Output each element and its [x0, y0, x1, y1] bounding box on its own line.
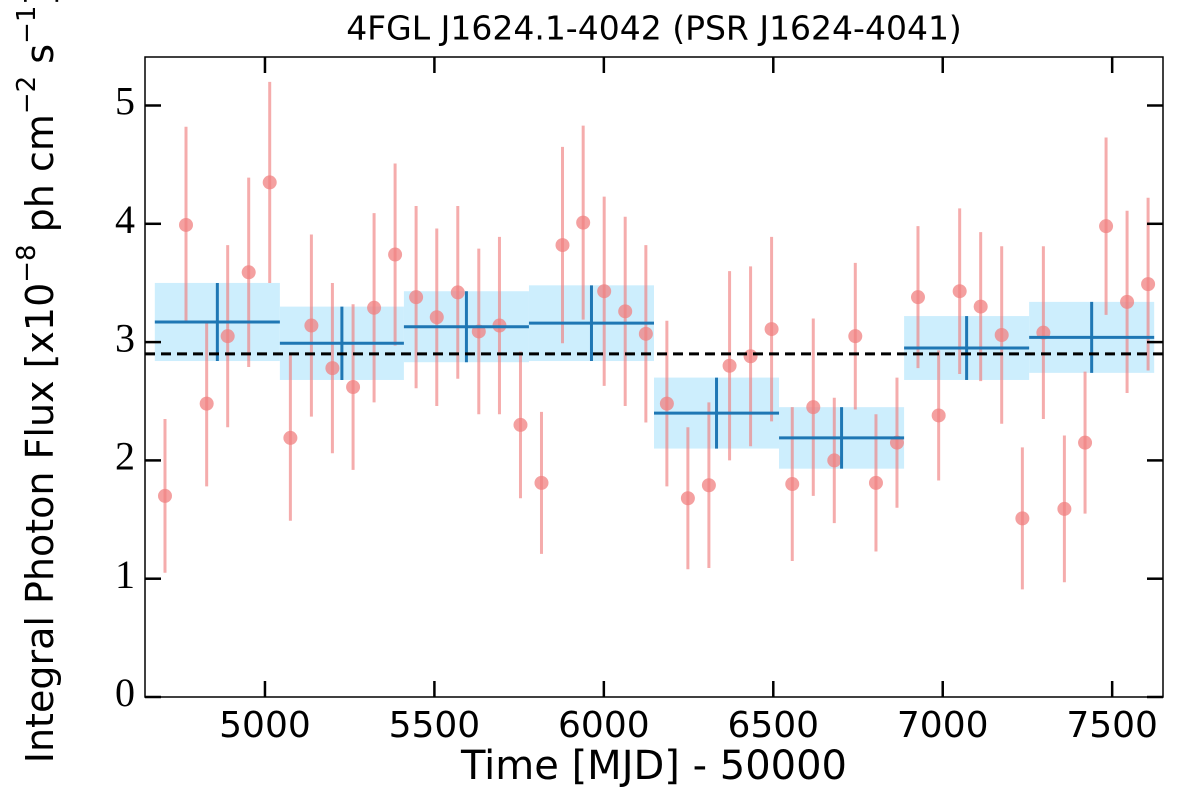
- point: [1141, 277, 1156, 292]
- point: [638, 326, 653, 341]
- y-tick-label: 4: [115, 197, 135, 242]
- point: [701, 478, 716, 493]
- point: [534, 475, 549, 490]
- point: [680, 491, 695, 506]
- y-axis-label-sup: −8: [12, 244, 42, 282]
- point: [199, 396, 214, 411]
- point: [952, 284, 967, 299]
- point: [157, 488, 172, 503]
- point: [910, 290, 925, 305]
- y-axis-label-sup: −1: [12, 6, 42, 44]
- y-tick-label: 1: [115, 552, 135, 597]
- point: [1015, 511, 1030, 526]
- y-axis-label-part: ]: [18, 0, 62, 6]
- point: [722, 358, 737, 373]
- x-tick-label: 7000: [897, 705, 989, 746]
- point: [367, 300, 382, 315]
- point: [325, 361, 340, 376]
- y-tick-label: 0: [115, 670, 135, 715]
- point: [848, 329, 863, 344]
- y-axis-label: Integral Photon Flux [x10−8 ph cm−2 s−1]: [12, 0, 62, 763]
- point: [429, 310, 444, 325]
- x-tick-label: 5500: [389, 705, 481, 746]
- point: [1099, 219, 1114, 234]
- y-tick-label: 2: [115, 434, 135, 479]
- point: [659, 396, 674, 411]
- point: [283, 430, 298, 445]
- y-axis-label-part: s: [18, 44, 62, 76]
- x-axis-label: Time [MJD] - 50000: [460, 743, 847, 789]
- point: [994, 328, 1009, 343]
- point: [346, 380, 361, 395]
- point: [304, 318, 319, 333]
- point: [388, 247, 403, 262]
- point: [409, 290, 424, 305]
- plot-frame: [144, 56, 1164, 698]
- point: [555, 238, 570, 253]
- x-tick-label: 5000: [219, 705, 311, 746]
- point: [785, 477, 800, 492]
- point: [1057, 501, 1072, 516]
- point: [743, 349, 758, 364]
- y-tick-label: 3: [115, 315, 135, 360]
- point: [220, 329, 235, 344]
- x-tick-label: 6000: [558, 705, 650, 746]
- point: [1120, 294, 1135, 309]
- point: [576, 215, 591, 230]
- point: [179, 217, 194, 232]
- point: [241, 265, 256, 280]
- x-tick-label: 6500: [727, 705, 819, 746]
- point: [1078, 435, 1093, 450]
- x-tick-label: 7500: [1066, 705, 1158, 746]
- point: [618, 304, 633, 319]
- y-axis-label-sup: −2: [12, 76, 42, 114]
- point: [868, 475, 883, 490]
- y-axis-label-part: Integral Photon Flux [x10: [18, 283, 62, 764]
- chart-title: 4FGL J1624.1-4042 (PSR J1624-4041): [346, 9, 962, 48]
- point: [764, 322, 779, 337]
- point: [262, 175, 277, 190]
- y-axis-label-part: ph cm: [18, 114, 62, 244]
- y-tick-label: 5: [115, 79, 135, 124]
- point: [450, 285, 465, 300]
- point: [513, 417, 528, 432]
- point: [806, 400, 821, 415]
- point: [931, 408, 946, 423]
- point: [827, 453, 842, 468]
- point: [597, 284, 612, 299]
- point: [973, 299, 988, 314]
